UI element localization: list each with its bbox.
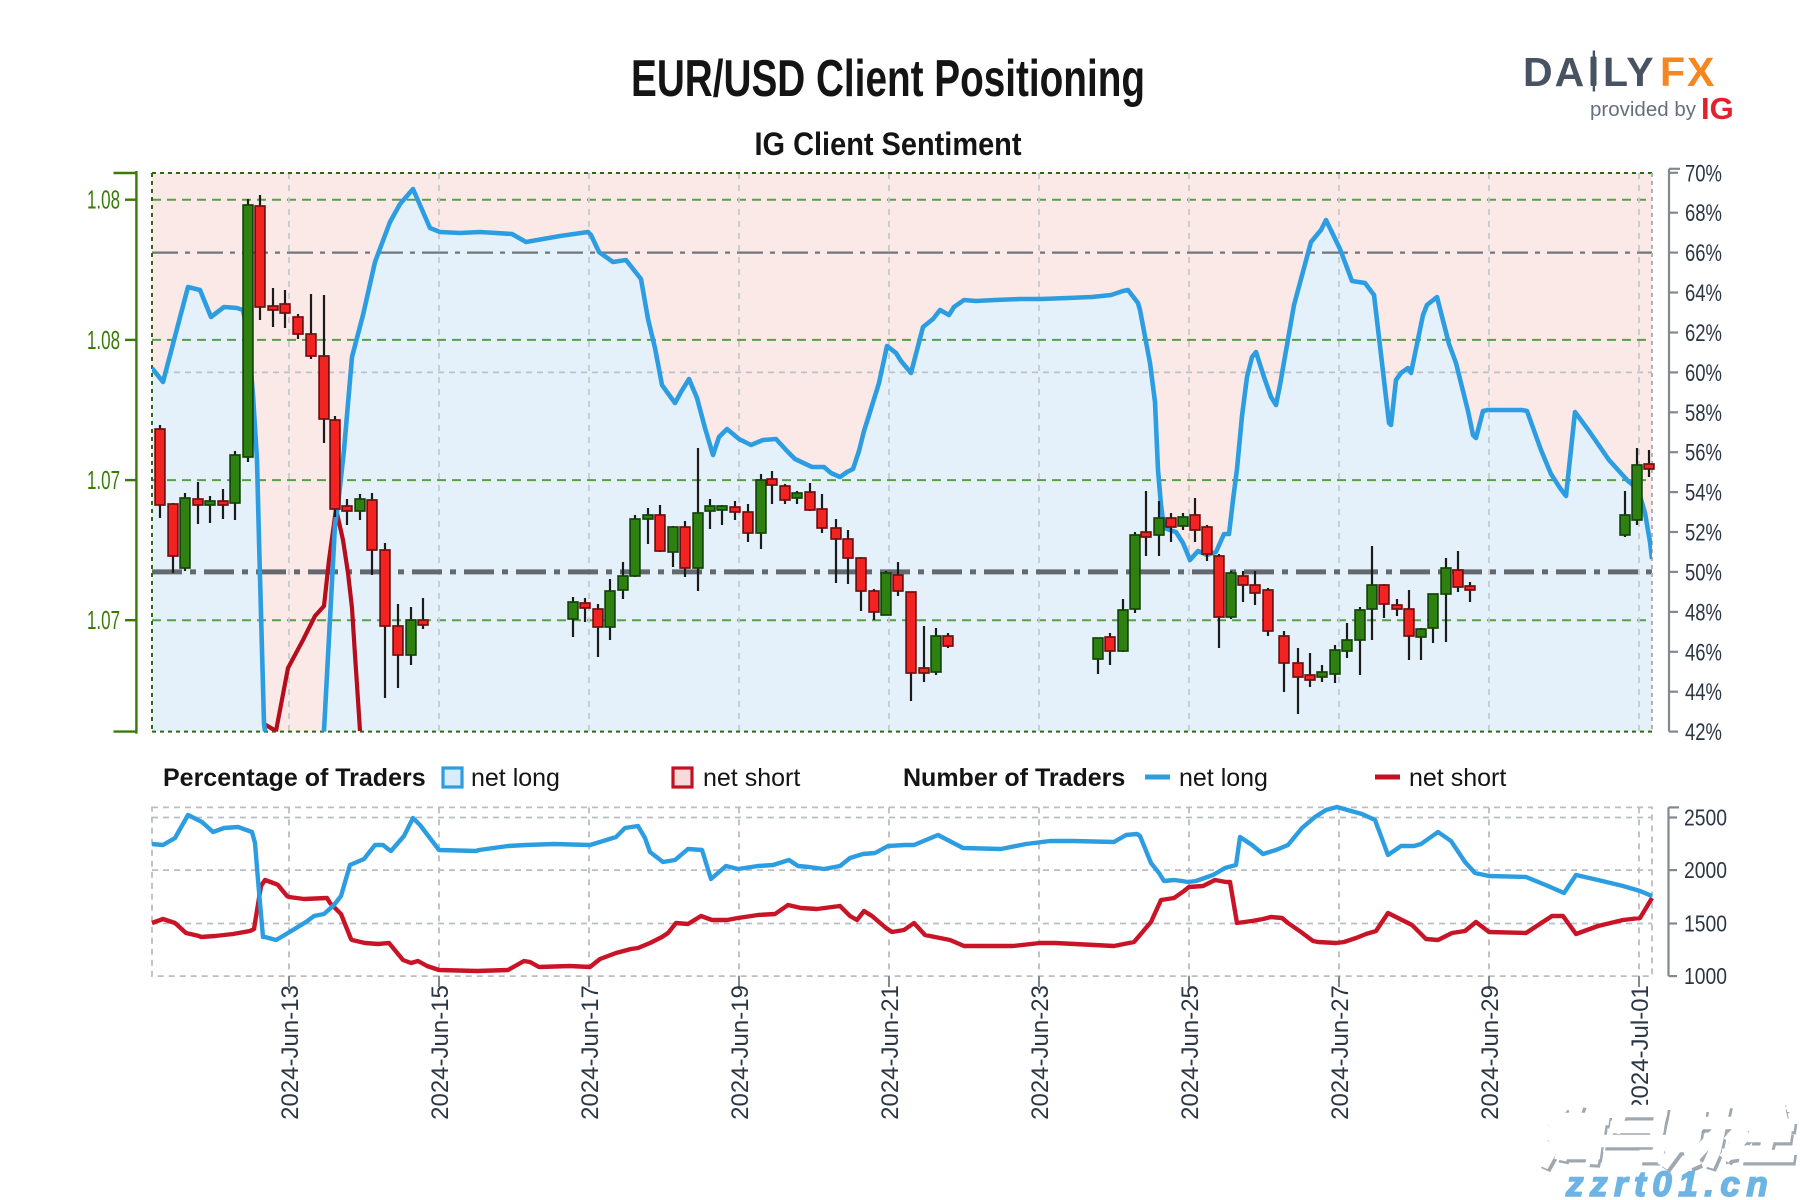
svg-text:1.07: 1.07: [87, 465, 120, 495]
svg-text:IG: IG: [1701, 91, 1734, 126]
svg-text:zzrt01.cn: zzrt01.cn: [1565, 1165, 1774, 1200]
svg-text:2024-Jun-29: 2024-Jun-29: [1477, 985, 1504, 1120]
svg-text:2024-Jul-01: 2024-Jul-01: [1627, 985, 1654, 1112]
svg-text:provided by: provided by: [1590, 98, 1697, 121]
svg-text:44%: 44%: [1685, 679, 1722, 706]
svg-text:58%: 58%: [1685, 400, 1722, 427]
svg-text:2024-Jun-13: 2024-Jun-13: [277, 985, 304, 1120]
svg-text:2024-Jun-19: 2024-Jun-19: [727, 985, 754, 1120]
svg-text:1.08: 1.08: [87, 185, 120, 215]
svg-text:FX: FX: [1660, 49, 1716, 95]
svg-text:1.08: 1.08: [87, 325, 120, 355]
svg-text:60%: 60%: [1685, 360, 1722, 387]
svg-text:net short: net short: [703, 764, 800, 792]
svg-text:1000: 1000: [1684, 963, 1727, 989]
svg-text:2024-Jun-21: 2024-Jun-21: [877, 985, 904, 1120]
svg-text:2024-Jun-27: 2024-Jun-27: [1327, 985, 1354, 1120]
svg-text:Percentage of Traders: Percentage of Traders: [163, 764, 426, 792]
svg-text:net long: net long: [471, 764, 560, 792]
svg-text:50%: 50%: [1685, 559, 1722, 586]
svg-text:LY: LY: [1603, 49, 1656, 95]
svg-text:2500: 2500: [1684, 805, 1727, 831]
svg-text:DA: DA: [1523, 49, 1586, 95]
svg-text:EUR/USD Client Positioning: EUR/USD Client Positioning: [631, 50, 1145, 108]
svg-text:66%: 66%: [1685, 240, 1722, 267]
svg-text:2024-Jun-17: 2024-Jun-17: [577, 985, 604, 1120]
svg-text:net short: net short: [1409, 764, 1506, 792]
svg-text:1500: 1500: [1684, 911, 1727, 937]
svg-text:68%: 68%: [1685, 200, 1722, 227]
svg-text:52%: 52%: [1685, 520, 1722, 547]
svg-text:62%: 62%: [1685, 320, 1722, 347]
svg-text:net long: net long: [1179, 764, 1268, 792]
svg-text:IG Client Sentiment: IG Client Sentiment: [755, 126, 1022, 162]
svg-text:Number of Traders: Number of Traders: [903, 764, 1125, 792]
svg-text:1.07: 1.07: [87, 605, 120, 635]
svg-text:2024-Jun-15: 2024-Jun-15: [427, 985, 454, 1120]
svg-text:70%: 70%: [1685, 160, 1722, 187]
svg-text:56%: 56%: [1685, 440, 1722, 467]
svg-text:64%: 64%: [1685, 280, 1722, 307]
svg-text:46%: 46%: [1685, 639, 1722, 666]
svg-text:2000: 2000: [1684, 857, 1727, 883]
svg-text:48%: 48%: [1685, 599, 1722, 626]
svg-text:2024-Jun-25: 2024-Jun-25: [1177, 985, 1204, 1120]
svg-text:42%: 42%: [1685, 719, 1722, 746]
svg-text:2024-Jun-23: 2024-Jun-23: [1027, 985, 1054, 1120]
svg-text:54%: 54%: [1685, 480, 1722, 507]
